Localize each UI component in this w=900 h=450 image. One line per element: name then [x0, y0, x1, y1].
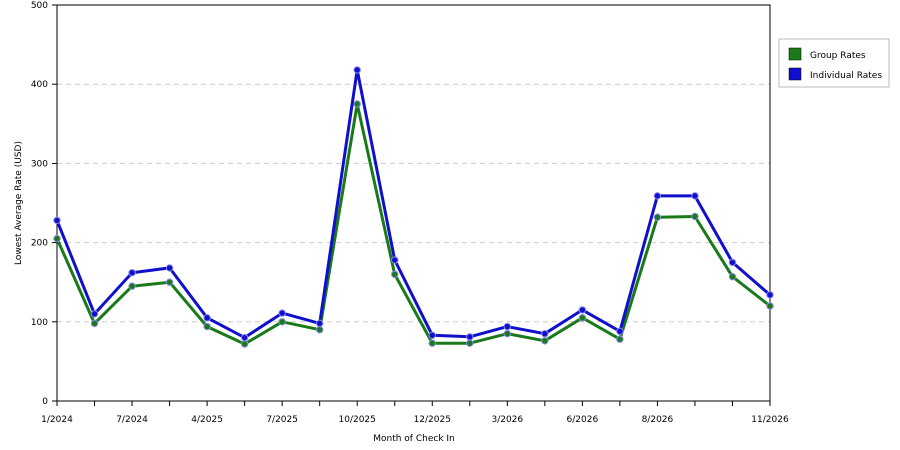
axis-layer: 0 100 200 300 400 500 1/2024 7/2024 4/2025 7/2025…: [31, 1, 789, 425]
data-point-individual: [691, 192, 699, 200]
x-tick-label: 7/2025: [266, 415, 298, 425]
data-point-individual: [578, 306, 587, 314]
y-tick-label: 0: [42, 397, 48, 407]
legend-swatch: [788, 47, 802, 61]
x-tick-label: 8/2026: [642, 415, 674, 425]
x-tick-label: 7/2024: [116, 415, 148, 425]
legend-label: Group Rates: [810, 51, 866, 61]
x-tick-label: 10/2025: [339, 415, 376, 425]
data-point-group: [203, 322, 211, 331]
x-tick-label: 6/2026: [567, 415, 599, 425]
series-line-group-rates: [55, 102, 771, 346]
data-point-individual: [541, 329, 549, 338]
data-point-individual: [728, 258, 737, 267]
x-tick-label: 12/2025: [414, 415, 451, 425]
data-point-individual: [353, 66, 361, 74]
y-tick-label: 400: [31, 80, 48, 90]
data-point-group: [728, 272, 737, 281]
plot-frame: [56, 4, 771, 402]
y-tick-label: 500: [31, 1, 48, 11]
data-point-group: [653, 213, 662, 221]
y-tick-label: 100: [31, 318, 48, 328]
data-point-individual: [766, 291, 774, 299]
x-tick-label: 4/2025: [191, 415, 223, 425]
x-axis-title: Month of Check In: [373, 434, 455, 444]
data-point-individual: [90, 310, 99, 318]
data-point-group: [53, 234, 61, 243]
x-tick-label: 3/2026: [491, 415, 523, 425]
data-point-group: [428, 339, 436, 347]
data-point-group: [391, 270, 399, 278]
data-point-group: [466, 339, 474, 347]
series-line-individual-rates: [55, 68, 771, 340]
data-point-group: [766, 302, 774, 310]
x-tick-label: 1/2024: [41, 415, 73, 425]
data-point-individual: [616, 327, 624, 336]
data-point-group: [541, 337, 549, 345]
data-point-group: [90, 319, 99, 328]
x-tick-label: 11/2026: [751, 415, 789, 425]
data-point-individual: [165, 264, 174, 272]
data-point-individual: [466, 333, 474, 341]
data-point-individual: [128, 268, 136, 277]
data-point-individual: [391, 256, 399, 264]
data-point-individual: [653, 192, 662, 200]
data-point-group: [128, 282, 136, 290]
data-point-group: [165, 278, 174, 286]
data-point-group: [315, 326, 324, 334]
data-point-group: [240, 340, 249, 348]
legend-label: Individual Rates: [810, 71, 882, 81]
data-point-individual: [503, 322, 512, 331]
data-point-individual: [315, 319, 324, 328]
series-layer: [53, 66, 774, 348]
data-point-individual: [428, 331, 436, 339]
data-point-individual: [240, 333, 249, 342]
data-point-group: [616, 335, 624, 343]
data-point-group: [503, 329, 512, 338]
y-tick-label: 300: [31, 159, 48, 169]
data-point-group: [691, 212, 699, 221]
data-point-group: [278, 318, 286, 326]
y-tick-label: 200: [31, 239, 48, 249]
data-point-individual: [53, 216, 61, 225]
legend: Group Rates Individual Rates: [778, 38, 890, 88]
data-point-individual: [203, 314, 211, 322]
data-point-group: [353, 100, 361, 108]
data-point-group: [578, 314, 587, 322]
grid-layer: [57, 83, 770, 323]
legend-swatch: [788, 67, 802, 81]
data-point-individual: [278, 309, 286, 317]
y-axis-title: Lowest Average Rate (USD): [14, 141, 24, 265]
